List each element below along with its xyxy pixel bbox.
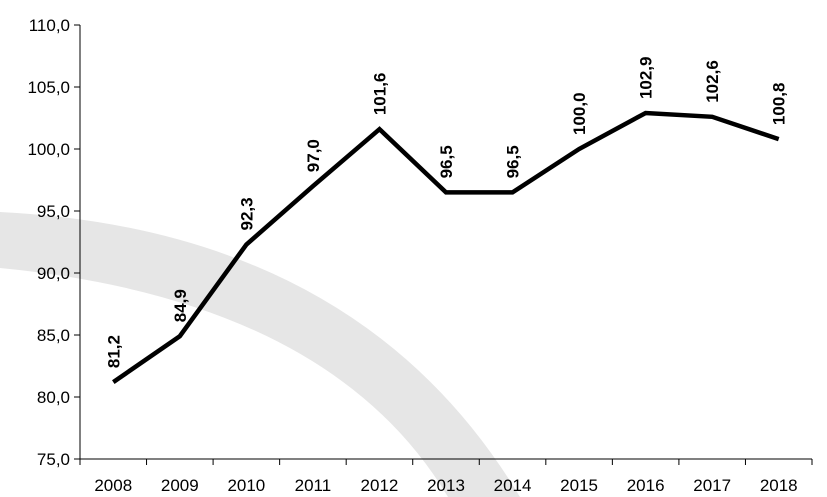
x-axis-ticks: 2008 2009 2010 2011 2012 2013 2014 2015 2016 2017…	[79, 459, 813, 495]
data-label: 84,9	[171, 289, 190, 322]
y-tick-label: 75,0	[37, 450, 70, 469]
y-tick-label: 80,0	[37, 388, 70, 407]
y-tick-label: 85,0	[37, 326, 70, 345]
data-label: 96,5	[504, 145, 523, 178]
x-tick-label: 2015	[560, 476, 598, 495]
y-tick-label: 95,0	[37, 202, 70, 221]
series-layer	[112, 110, 780, 384]
x-tick-label: 2018	[760, 476, 798, 495]
background-watermark-arc	[0, 212, 520, 497]
x-tick-label: 2010	[227, 476, 265, 495]
y-axis-ticks: 75,0 80,0 85,0 90,0 95,0 100,0 105,0 110,0	[27, 16, 80, 469]
x-tick-label: 2012	[361, 476, 399, 495]
x-tick-label: 2016	[627, 476, 665, 495]
data-label: 81,2	[104, 335, 123, 368]
x-tick-label: 2011	[295, 476, 332, 495]
data-label: 100,0	[570, 92, 589, 135]
x-tick-label: 2013	[427, 476, 465, 495]
x-tick-label: 2009	[161, 476, 199, 495]
x-tick-label: 2017	[693, 476, 731, 495]
data-label: 102,9	[637, 56, 656, 99]
y-tick-label: 110,0	[29, 16, 70, 35]
watermark-arc-shape	[0, 212, 520, 497]
data-label: 102,6	[703, 60, 722, 103]
data-labels: 81,2 84,9 92,3 97,0 101,6 96,5 96,5 100,0 102,9 1…	[104, 56, 788, 368]
x-tick-label: 2008	[94, 476, 132, 495]
data-label: 97,0	[304, 139, 323, 172]
data-label: 92,3	[237, 197, 256, 230]
axes	[79, 25, 812, 460]
y-tick-label: 90,0	[37, 264, 70, 283]
data-label: 101,6	[370, 73, 389, 116]
y-tick-label: 100,0	[27, 140, 70, 159]
y-tick-label: 105,0	[27, 78, 70, 97]
x-tick-label: 2014	[494, 476, 532, 495]
data-label: 100,8	[770, 83, 789, 126]
data-label: 96,5	[437, 145, 456, 178]
